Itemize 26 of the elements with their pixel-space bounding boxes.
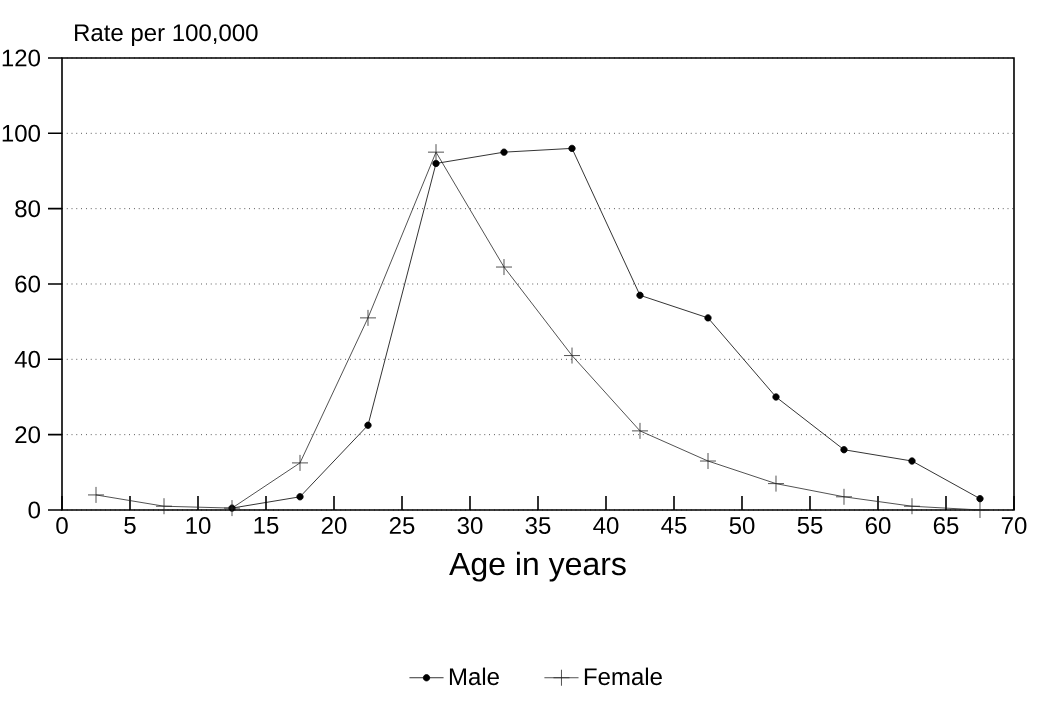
- x-tick-label: 25: [389, 517, 415, 535]
- x-tick-label: 50: [729, 517, 755, 535]
- x-tick-label: 70: [1001, 517, 1027, 535]
- y-axis-title: Rate per 100,000: [75, 24, 258, 46]
- y-tick-label: 120: [2, 49, 40, 67]
- x-tick-label: 45: [661, 517, 687, 534]
- x-tick-label: 40: [593, 517, 619, 535]
- x-tick-label: 0: [56, 517, 68, 535]
- x-tick-label: 65: [933, 517, 959, 535]
- x-tick-label: 35: [525, 517, 551, 535]
- x-tick-label: 30: [457, 517, 483, 535]
- y-tick-label: 80: [15, 200, 41, 218]
- y-tick-label: 0: [28, 501, 41, 519]
- x-tick-label: 15: [254, 517, 279, 534]
- legend-label: Female: [584, 667, 662, 686]
- x-tick-label: 20: [321, 517, 347, 535]
- x-tick-label: 5: [124, 517, 136, 534]
- x-tick-label: 55: [797, 517, 823, 534]
- y-tick-label: 40: [14, 350, 41, 368]
- x-tick-label: 10: [186, 517, 211, 535]
- legend-label: Male: [449, 667, 499, 686]
- y-tick-label: 60: [15, 275, 41, 293]
- x-axis-title: Age in years: [449, 551, 626, 582]
- x-tick-label: 60: [865, 517, 891, 535]
- y-tick-label: 20: [15, 426, 41, 444]
- y-tick-label: 100: [2, 124, 40, 142]
